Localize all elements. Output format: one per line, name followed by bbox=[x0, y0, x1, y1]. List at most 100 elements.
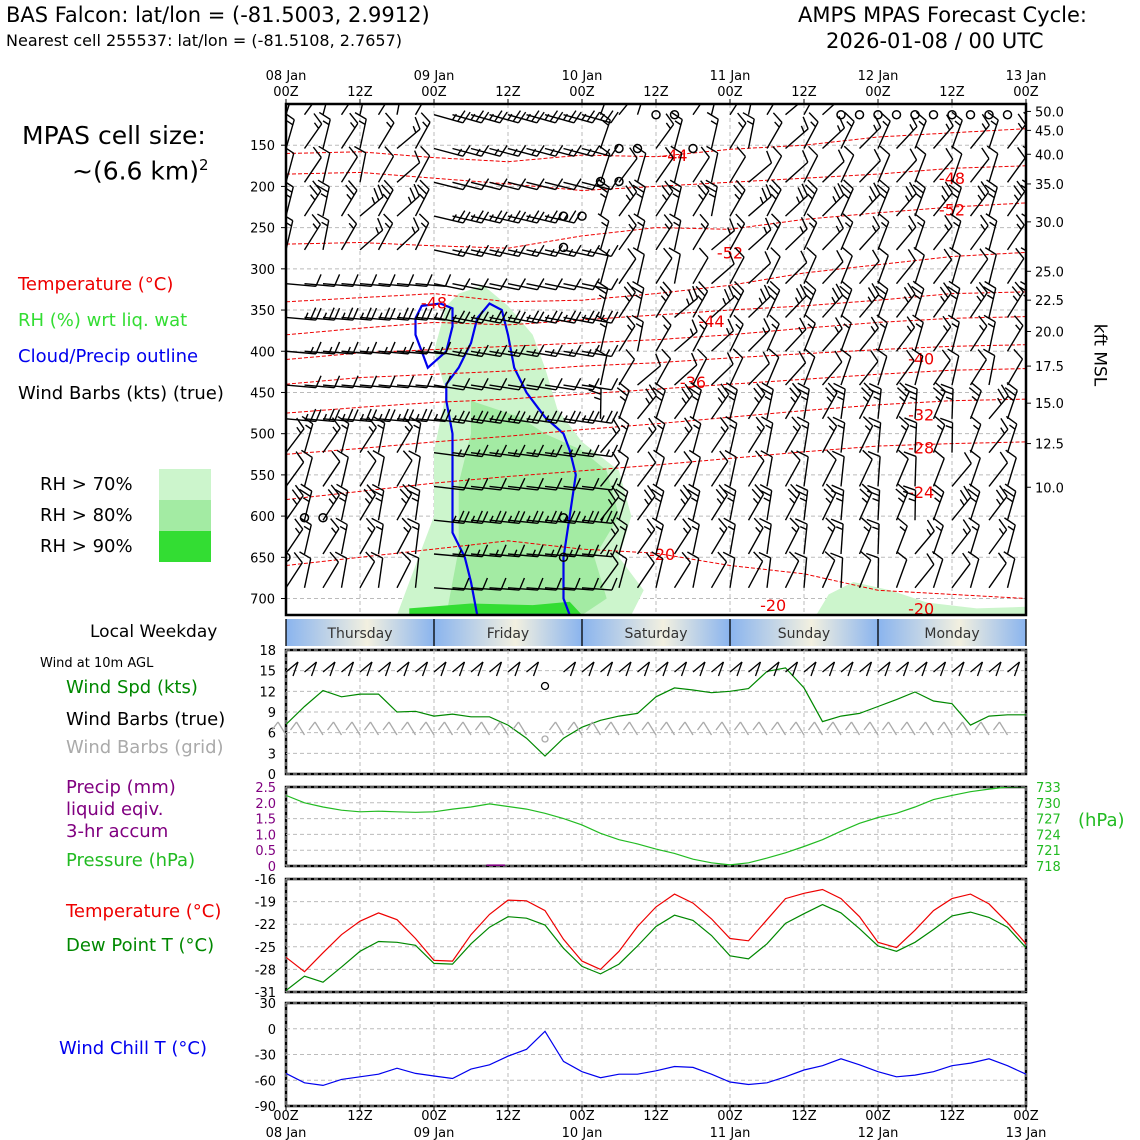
wind-barb bbox=[904, 383, 918, 419]
wind-barb-flag bbox=[422, 121, 428, 128]
wind-barb-staff bbox=[969, 292, 988, 318]
wind-barb-flag bbox=[634, 179, 646, 188]
wind-barb-flag bbox=[735, 323, 742, 330]
wind-barb-flag bbox=[1005, 415, 1018, 425]
wind-barb-flag bbox=[573, 278, 582, 291]
wind-barb-staff bbox=[932, 559, 944, 589]
wind-barb-staff bbox=[784, 426, 802, 453]
wind-barb-staff bbox=[655, 358, 672, 386]
wind-barb-flag bbox=[1013, 315, 1024, 326]
wind-barb bbox=[673, 450, 693, 487]
wind-barb-flag bbox=[476, 310, 484, 323]
wind-barb-flag bbox=[837, 182, 845, 196]
wind-barb-flag bbox=[791, 526, 798, 533]
wind-barb-staff bbox=[377, 104, 387, 116]
wind-barb-staff bbox=[359, 460, 377, 487]
wind-barb bbox=[359, 184, 384, 217]
wind-barb-flag bbox=[605, 410, 613, 423]
wind-barb-flag bbox=[727, 525, 735, 531]
wind-barb-flag bbox=[644, 498, 650, 506]
wind-barb-flag bbox=[687, 517, 700, 526]
y-tick-label-temp: -19 bbox=[255, 896, 276, 911]
wind-barb-flag bbox=[950, 179, 962, 189]
wind-barb-grid bbox=[480, 721, 491, 736]
wind-barb-staff bbox=[452, 587, 483, 591]
wind-barb-staff bbox=[599, 355, 608, 386]
wind-barb-flag bbox=[871, 225, 877, 232]
wind-barb bbox=[784, 517, 800, 555]
wind-barb bbox=[396, 183, 420, 217]
wind-barb-staff bbox=[396, 493, 413, 521]
wind-barb-flag bbox=[391, 79, 402, 85]
wind-barb-flag bbox=[601, 221, 608, 227]
wind-barb-flag bbox=[980, 223, 986, 231]
wind-barb bbox=[359, 416, 377, 454]
wind-barb-flag bbox=[700, 180, 710, 192]
wind-barb-flag bbox=[499, 211, 508, 224]
wind-barb-staff bbox=[988, 462, 1009, 487]
wind-barb-flag bbox=[759, 483, 773, 492]
wind-barb bbox=[866, 484, 881, 521]
wind-barb-flag bbox=[935, 525, 942, 532]
wind-barb-flag bbox=[610, 278, 619, 291]
wind-barb-staff bbox=[655, 390, 666, 420]
wind-barb-staff bbox=[655, 423, 666, 453]
wind-barb bbox=[932, 517, 944, 555]
y-tick-label-temp: -25 bbox=[255, 941, 276, 956]
wind-barb bbox=[359, 517, 376, 555]
y-tick-label-pressure: 300 bbox=[250, 263, 275, 278]
wind-barb-flag bbox=[979, 248, 989, 260]
wind-barb-flag bbox=[934, 497, 941, 503]
wind-barb-flag bbox=[873, 424, 881, 429]
wind-barb-flag bbox=[627, 214, 637, 226]
y-tick-label-pressure: 721 bbox=[1036, 844, 1061, 859]
wind-barb bbox=[969, 181, 990, 217]
wind-barb bbox=[821, 350, 843, 386]
wind-barb-flag bbox=[717, 551, 728, 563]
wind-barb-flag bbox=[795, 196, 801, 204]
wind-barb-flag bbox=[555, 344, 563, 357]
wind-barb-10m bbox=[433, 661, 447, 673]
wind-barb-flag bbox=[970, 497, 977, 503]
wind-barb bbox=[902, 485, 917, 521]
wind-barb-flag bbox=[861, 387, 872, 398]
wind-barb-flag bbox=[311, 213, 321, 225]
wind-barb-flag bbox=[834, 350, 843, 363]
wind-barb-staff bbox=[599, 104, 606, 115]
wind-barb-flag bbox=[941, 185, 950, 198]
local-weekday-label: Local Weekday bbox=[90, 622, 218, 642]
wind-barb-staff bbox=[895, 226, 917, 251]
wind-barb-staff bbox=[286, 384, 316, 389]
y-tick-label-pressure: 350 bbox=[250, 304, 275, 319]
wind-barb-staff bbox=[858, 559, 872, 589]
wind-barb bbox=[785, 150, 809, 183]
wind-barb-flag bbox=[807, 179, 818, 190]
wind-barb-flag bbox=[406, 489, 420, 497]
wind-barb-flag bbox=[383, 179, 394, 191]
wind-barb-10m-flag bbox=[495, 661, 503, 677]
wind-barb-staff bbox=[1006, 423, 1018, 453]
wind-barb bbox=[867, 450, 881, 487]
wind-barb-flag bbox=[687, 488, 699, 497]
wind-barb-flag bbox=[764, 251, 772, 264]
wind-barb-flag bbox=[799, 497, 807, 502]
wind-barb-flag bbox=[414, 116, 421, 130]
wind-barb-flag bbox=[830, 489, 844, 497]
y-tick-label-pressure: 700 bbox=[250, 593, 275, 608]
wind-barb-flag bbox=[305, 424, 312, 430]
wind-barb-flag bbox=[962, 528, 968, 536]
wind-barb-flag bbox=[631, 80, 638, 91]
wind-barb-10m bbox=[526, 661, 539, 673]
wind-barb bbox=[840, 145, 855, 183]
wind-barb-flag bbox=[717, 517, 728, 529]
wind-barb-flag bbox=[295, 451, 305, 463]
wind-barb-staff bbox=[766, 456, 773, 487]
wind-barb-staff bbox=[877, 255, 889, 284]
wind-barb-flag bbox=[899, 396, 906, 402]
temperature-contour-label: -20 bbox=[908, 599, 934, 618]
wind-barb bbox=[914, 145, 927, 183]
y-tick-label-temp: -31 bbox=[255, 986, 276, 1001]
wind-barb-staff bbox=[748, 229, 772, 251]
wind-barb-flag bbox=[907, 249, 916, 261]
wind-barb-flag bbox=[735, 179, 746, 191]
